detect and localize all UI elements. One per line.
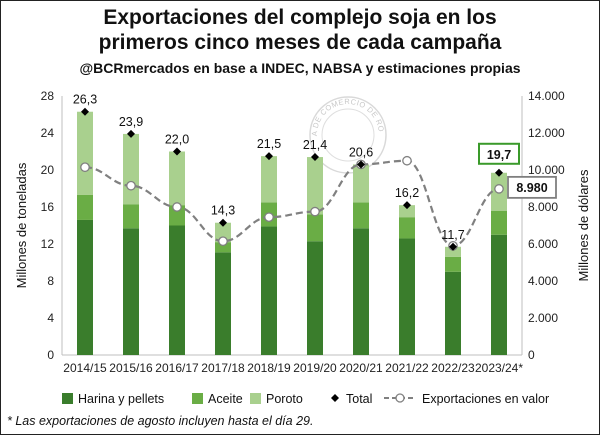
total-data-label: 16,2 bbox=[395, 186, 419, 200]
x-tick-label: 2016/17 bbox=[155, 361, 199, 375]
x-tick-label: 2020/21 bbox=[339, 361, 383, 375]
value-series-point bbox=[265, 213, 273, 221]
bar-segment bbox=[399, 217, 415, 238]
x-tick-label: 2023/24* bbox=[475, 361, 523, 375]
y-left-tick-label: 24 bbox=[41, 126, 55, 140]
y-right-tick-label: 12.000 bbox=[528, 126, 565, 140]
y-left-tick-label: 4 bbox=[47, 311, 54, 325]
bar-segment bbox=[123, 204, 139, 228]
y-left-tick-label: 12 bbox=[41, 237, 55, 251]
value-series-point bbox=[495, 185, 503, 193]
bar-segment bbox=[169, 152, 185, 206]
y-right-tick-label: 8.000 bbox=[528, 200, 558, 214]
legend-label: Total bbox=[346, 392, 372, 406]
bar-segment bbox=[169, 226, 185, 356]
value-series-point bbox=[127, 182, 135, 190]
bar-segment bbox=[307, 157, 323, 214]
stacked-bar-chart: BOLSA DE COMERCIO DE ROSARIO 0 4 8 12 16 20 24 2… bbox=[0, 0, 600, 435]
legend-swatch bbox=[192, 393, 203, 404]
bar-segment bbox=[353, 202, 369, 228]
y-left-axis-title: Millones de toneladas bbox=[14, 162, 29, 288]
y-left-tick-label: 20 bbox=[41, 163, 55, 177]
value-series-point bbox=[219, 237, 227, 245]
bar-segment bbox=[491, 235, 507, 355]
y-left-tick-label: 0 bbox=[47, 348, 54, 362]
value-series-point bbox=[403, 157, 411, 165]
bar-segment bbox=[261, 226, 277, 355]
bar-segment bbox=[123, 134, 139, 204]
bar-segment bbox=[77, 195, 93, 220]
total-data-label: 20,6 bbox=[349, 145, 373, 159]
bar-segment bbox=[445, 257, 461, 272]
x-tick-label: 2018/19 bbox=[247, 361, 291, 375]
bar-segment bbox=[261, 156, 277, 202]
value-series-point bbox=[81, 163, 89, 171]
y-right-tick-label: 6.000 bbox=[528, 237, 558, 251]
bar-segment bbox=[77, 112, 93, 195]
total-data-label: 21,5 bbox=[257, 137, 281, 151]
total-data-label: 26,3 bbox=[73, 93, 97, 107]
bar-segment bbox=[307, 241, 323, 355]
value-series-line bbox=[85, 161, 499, 246]
legend-swatch bbox=[250, 393, 261, 404]
x-tick-label: 2019/20 bbox=[293, 361, 337, 375]
x-tick-label: 2014/15 bbox=[63, 361, 107, 375]
bar-segment bbox=[77, 220, 93, 355]
bar-segment bbox=[353, 228, 369, 355]
legend-label: Poroto bbox=[266, 392, 303, 406]
bar-segment bbox=[491, 211, 507, 235]
total-data-label: 22,0 bbox=[165, 133, 189, 147]
y-right-tick-label: 0 bbox=[528, 348, 535, 362]
legend-swatch bbox=[396, 394, 404, 402]
bar-segment bbox=[215, 252, 231, 355]
x-tick-label: 2017/18 bbox=[201, 361, 245, 375]
x-tick-label: 2022/23 bbox=[431, 361, 475, 375]
legend-label: Exportaciones en valor bbox=[422, 392, 549, 406]
total-data-label: 11,7 bbox=[441, 228, 464, 242]
bar-segment bbox=[399, 238, 415, 355]
watermark-text: BOLSA DE COMERCIO DE ROSARIO bbox=[0, 0, 386, 136]
value-series-point bbox=[173, 203, 181, 211]
bar-segment bbox=[445, 272, 461, 355]
y-left-tick-label: 8 bbox=[47, 274, 54, 288]
highlight-total-label: 19,7 bbox=[487, 148, 511, 162]
legend-label: Harina y pellets bbox=[78, 392, 164, 406]
y-right-axis-title: Millones de dólares bbox=[576, 169, 591, 282]
bar-segment bbox=[123, 228, 139, 355]
legend-label: Aceite bbox=[208, 392, 243, 406]
y-right-tick-label: 10.000 bbox=[528, 163, 565, 177]
y-right-tick-label: 2.000 bbox=[528, 311, 558, 325]
y-left-tick-label: 28 bbox=[41, 89, 55, 103]
legend-swatch bbox=[62, 393, 73, 404]
x-tick-label: 2015/16 bbox=[109, 361, 153, 375]
total-data-label: 23,9 bbox=[119, 115, 143, 129]
y-right-tick-label: 14.000 bbox=[528, 89, 565, 103]
highlight-value-label: 8.980 bbox=[516, 181, 547, 195]
y-right-tick-label: 4.000 bbox=[528, 274, 558, 288]
total-data-label: 14,3 bbox=[211, 204, 235, 218]
footnote: * Las exportaciones de agosto incluyen h… bbox=[7, 414, 313, 428]
total-data-label: 21,4 bbox=[303, 138, 327, 152]
x-tick-label: 2021/22 bbox=[385, 361, 429, 375]
legend-swatch bbox=[331, 394, 339, 402]
bar-segment bbox=[353, 164, 369, 202]
y-left-tick-label: 16 bbox=[41, 200, 55, 214]
bar-segment bbox=[307, 214, 323, 241]
value-series-point bbox=[311, 207, 319, 215]
